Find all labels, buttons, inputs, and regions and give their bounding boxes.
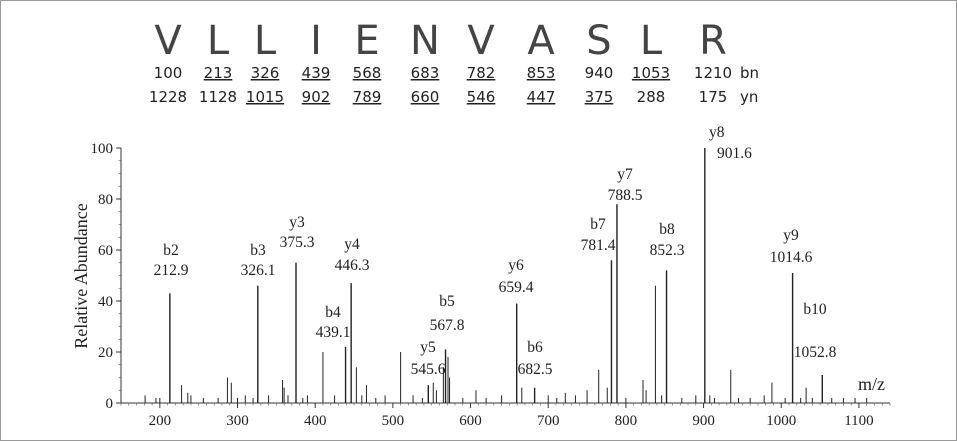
x-tick-label: 300 <box>226 413 249 429</box>
labeled-peaks: b2 212.9 b3 326.1 y3 375.3 y4 446.3 b4 439.1 y5 545… <box>154 124 837 403</box>
axes: Relative Abundance m/z 200 300 400 500 600 70… <box>71 141 891 429</box>
peak-ion-label: y4 <box>344 236 360 253</box>
peak-ion-label: y6 <box>508 257 524 274</box>
peak-ion-label: y5 <box>420 339 436 356</box>
peak-mz-label: 659.4 <box>499 279 534 296</box>
bn-value: 326 <box>251 64 280 82</box>
y-tick-label: 20 <box>98 345 113 361</box>
bn-value: 439 <box>302 64 331 82</box>
bn-value: 568 <box>353 64 382 82</box>
peak-ion-label: b8 <box>659 221 675 238</box>
sequence-residue: S <box>586 18 611 64</box>
x-tick-label: 1000 <box>766 413 796 429</box>
yn-value: 660 <box>411 88 440 106</box>
yn-value: 447 <box>527 88 556 106</box>
bn-value: 853 <box>527 64 556 82</box>
bn-value: 1053 <box>632 64 670 82</box>
peak-mz-label: 852.3 <box>650 242 685 259</box>
sequence-residue: L <box>254 18 277 64</box>
sequence-residue: L <box>207 18 230 64</box>
bn-row-label: bn <box>740 64 759 82</box>
peak-mz-label: 1014.6 <box>770 249 813 266</box>
peak-mz-label: 901.6 <box>717 145 752 162</box>
yn-row-label: yn <box>740 88 758 106</box>
bn-value: 940 <box>585 64 614 82</box>
peak-ion-label: b5 <box>439 293 455 310</box>
bn-value: 213 <box>204 64 233 82</box>
sequence-residue: A <box>527 18 555 64</box>
y-tick-label: 80 <box>98 192 113 208</box>
y-tick-label: 0 <box>106 396 114 412</box>
yn-value: 546 <box>467 88 496 106</box>
peak-ion-label: b2 <box>163 242 179 259</box>
minor-peaks <box>144 285 868 403</box>
bn-value: 782 <box>467 64 496 82</box>
peak-mz-label: 375.3 <box>280 234 315 251</box>
sequence-residue: V <box>467 18 495 64</box>
peak-ion-label: b4 <box>325 304 341 321</box>
peak-mz-label: 212.9 <box>154 262 189 279</box>
peak-ion-label: b7 <box>590 216 606 233</box>
yn-value: 375 <box>585 88 614 106</box>
x-tick-label: 200 <box>149 413 172 429</box>
yn-value: 902 <box>302 88 331 106</box>
peak-mz-label: 1052.8 <box>794 344 837 361</box>
x-tick-label: 700 <box>537 413 560 429</box>
x-tick-label: 500 <box>382 413 405 429</box>
peak-mz-label: 788.5 <box>608 187 643 204</box>
x-tick-label: 600 <box>459 413 482 429</box>
yn-value: 789 <box>353 88 382 106</box>
peak-ion-label: y9 <box>783 227 799 244</box>
peak-mz-label: 326.1 <box>241 262 276 279</box>
peak-ion-label: y8 <box>709 124 725 141</box>
yn-value: 288 <box>637 88 666 106</box>
peak-ion-label: b3 <box>250 242 266 259</box>
peak-mz-label: 545.6 <box>411 361 446 378</box>
y-tick-label: 40 <box>98 294 113 310</box>
peak-ion-label: y7 <box>617 166 633 183</box>
yn-value: 1128 <box>199 88 237 106</box>
x-axis-title: m/z <box>858 374 885 394</box>
sequence-residue: E <box>354 18 379 64</box>
sequence-residue: I <box>310 18 322 64</box>
x-tick-label: 1100 <box>844 413 873 429</box>
x-tick-label: 400 <box>304 413 327 429</box>
peak-mz-label: 682.5 <box>518 361 553 378</box>
yn-value: 1015 <box>246 88 284 106</box>
x-tick-label: 800 <box>615 413 638 429</box>
sequence-residue: N <box>410 18 440 64</box>
sequence-residue: R <box>699 18 727 64</box>
peak-ion-label: b10 <box>803 301 827 318</box>
y-axis-title: Relative Abundance <box>71 203 91 348</box>
bn-value: 683 <box>411 64 440 82</box>
y-tick-label: 100 <box>91 141 114 157</box>
yn-value: 175 <box>699 88 728 106</box>
peak-ion-label: y3 <box>289 214 305 231</box>
peak-ion-label: b6 <box>527 339 543 356</box>
peak-mz-label: 439.1 <box>316 324 351 341</box>
yn-value: 1228 <box>149 88 187 106</box>
peak-mz-label: 567.8 <box>430 317 465 334</box>
peak-mz-label: 446.3 <box>335 257 370 274</box>
sequence-residue: V <box>154 18 182 64</box>
x-tick-label: 900 <box>692 413 715 429</box>
y-tick-label: 60 <box>98 243 113 259</box>
bn-value: 100 <box>154 64 183 82</box>
sequence-residue: L <box>640 18 663 64</box>
peak-mz-label: 781.4 <box>581 237 616 254</box>
bn-value: 1210 <box>694 64 732 82</box>
sequence-header: V1001228L2131128L3261015I439902E568789N6… <box>149 18 759 106</box>
